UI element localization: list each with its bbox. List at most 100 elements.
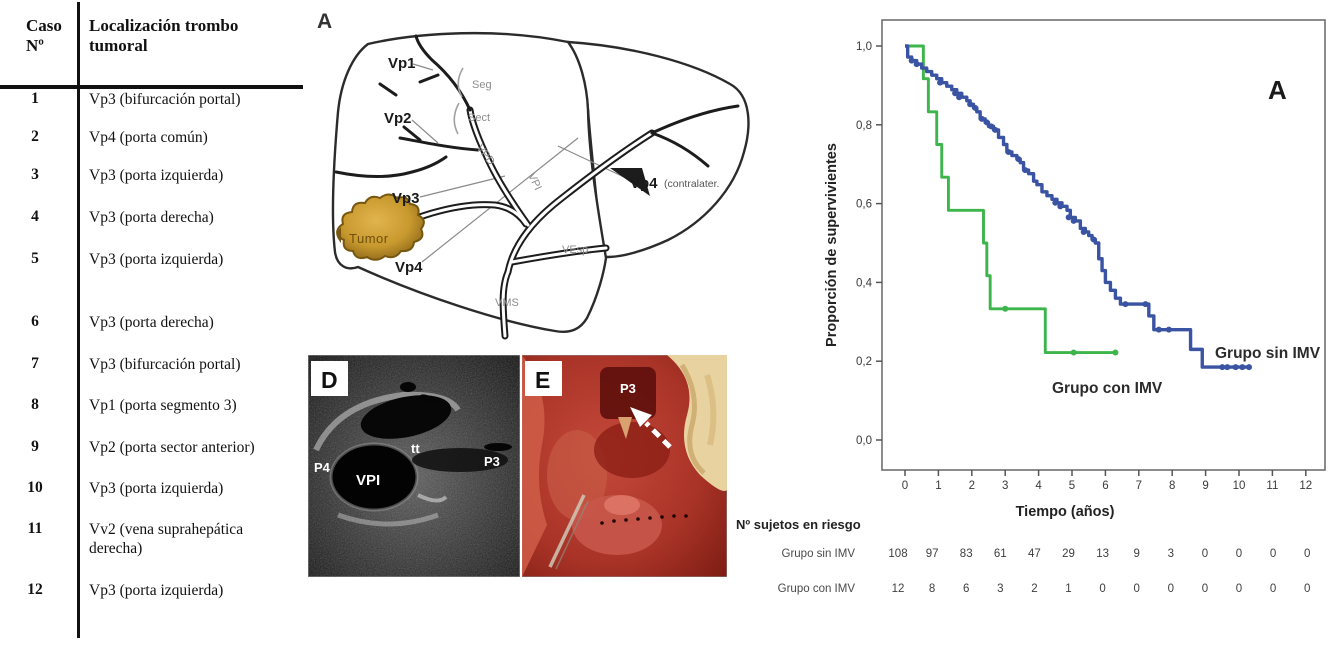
censor-mark [972,104,979,111]
risk-count: 83 [960,548,973,560]
risk-count: 0 [1099,583,1105,595]
risk-count: 0 [1270,548,1276,560]
label-vp4: Vp4 [395,259,423,276]
survival-curves [905,44,1251,369]
risk-row-label-con-imv: Grupo con IMV [778,583,856,595]
risk-count: 0 [1304,548,1310,560]
risk-count: 13 [1096,548,1109,560]
censor-mark [1080,228,1087,235]
censor-marks [908,57,1253,371]
risk-count: 2 [1031,583,1037,595]
censor-mark [1057,203,1064,210]
risk-table-title: Nº sujetos en riesgo [736,517,861,532]
y-axis-title: Proporción de supervivientes [824,143,840,347]
case-localizacion: Vp3 (porta izquierda) [89,480,224,497]
label-vp3: Vp3 [392,190,420,207]
case-localizacion: Vp3 (porta izquierda) [89,582,224,599]
censor-mark [1005,148,1012,155]
panel-label-d: D [321,367,338,393]
annotation-vpi: VPI [356,472,380,489]
x-tick-label: 2 [969,480,975,492]
case-localizacion: Vp4 (porta común) [89,129,208,146]
column-header-localizacion: Localización trombo tumoral [89,16,239,55]
censor-mark [1219,364,1226,371]
annotation-tt: tt [411,441,420,456]
risk-count: 29 [1062,548,1075,560]
censor-mark [1232,364,1239,371]
label-vp2: Vp2 [384,110,412,127]
case-localizacion: Vv2 (vena suprahepática derecha) [89,521,244,557]
censor-mark [1015,156,1022,163]
case-localizacion: Vp3 (porta derecha) [89,209,214,226]
case-number: 3 [31,166,39,183]
y-tick-label: 0,8 [856,120,872,132]
annotation-p3-surgery: P3 [620,381,636,396]
surgery-panel: E P3 [522,355,727,577]
x-tick-label: 1 [935,480,941,492]
label-vp4-contralateral-suffix: (contralater. [664,178,719,190]
case-localizacion: Vp3 (bifurcación portal) [89,91,241,108]
case-number: 12 [27,581,43,598]
censor-mark [913,61,920,68]
x-tick-label: 3 [1002,480,1008,492]
label-vp4-contralateral: Vp4 [630,175,658,192]
censor-mark [1239,364,1246,371]
tumor-blob: Tumor [336,193,425,261]
y-tick-label: 0,4 [856,277,873,289]
panel-letter-box [525,361,562,396]
x-tick-label: 5 [1069,480,1075,492]
x-tick-label: 9 [1202,480,1208,492]
censor-mark [952,90,959,97]
label-vms: VMS [495,297,519,309]
censor-mark [956,94,963,101]
case-localizacion: Vp2 (porta sector anterior) [89,439,255,456]
censor-mark [988,123,995,130]
risk-count: 6 [963,583,969,595]
y-tick-label: 0,2 [856,356,872,368]
case-number: 2 [31,128,39,145]
censor-mark [983,119,990,126]
risk-count: 47 [1028,548,1041,560]
risk-count: 0 [1236,583,1242,595]
censor-mark [937,79,944,86]
x-tick-label: 6 [1102,480,1108,492]
ultrasound-panel: D P4 VPI tt P3 [308,355,520,577]
risk-count: 0 [1236,548,1242,560]
case-number: 11 [27,520,43,537]
risk-count: 12 [892,583,905,595]
risk-table-values: 108 97 83 61 47 29 13 9 3 0 0 0 0 12 8 6 3 2 1 0 0 0 0 0 0 0 [888,548,1310,595]
censor-mark [967,101,974,108]
label-vesp: VEsp [562,244,588,256]
censor-mark [1070,217,1077,224]
case-localizacion: Vp1 (porta segmento 3) [89,397,237,414]
survival-curve-con-imv [908,44,1118,354]
risk-count: 3 [997,583,1003,595]
case-number: 4 [31,208,39,225]
censor-mark [1142,301,1149,308]
risk-count: 61 [994,548,1007,560]
case-number: 8 [31,396,39,413]
risk-count: 8 [929,583,935,595]
censor-mark [1224,364,1231,371]
risk-row-label-sin-imv: Grupo sin IMV [782,548,856,560]
x-tick-label: 7 [1136,480,1142,492]
case-number: 6 [31,313,39,330]
risk-count: 108 [888,548,907,560]
diagram-panel-label: A [317,10,332,33]
x-tick-label: 0 [902,480,908,492]
y-tick-label: 0,6 [856,199,872,211]
risk-count: 0 [1202,548,1208,560]
x-axis-ticks: 0 1 2 3 4 5 6 7 8 9 10 11 12 [902,470,1312,492]
table-column-divider [77,2,80,638]
case-localizacion: Vp3 (bifurcación portal) [89,356,241,373]
censor-mark [1022,167,1029,174]
risk-count: 3 [1168,548,1174,560]
panel-label-e: E [535,367,550,393]
annotation-p4: P4 [314,460,331,475]
ultrasound-structures [313,382,512,527]
segment-brackets [453,67,464,135]
censor-mark [908,57,915,64]
risk-count: 0 [1270,583,1276,595]
censor-mark [1065,214,1072,221]
